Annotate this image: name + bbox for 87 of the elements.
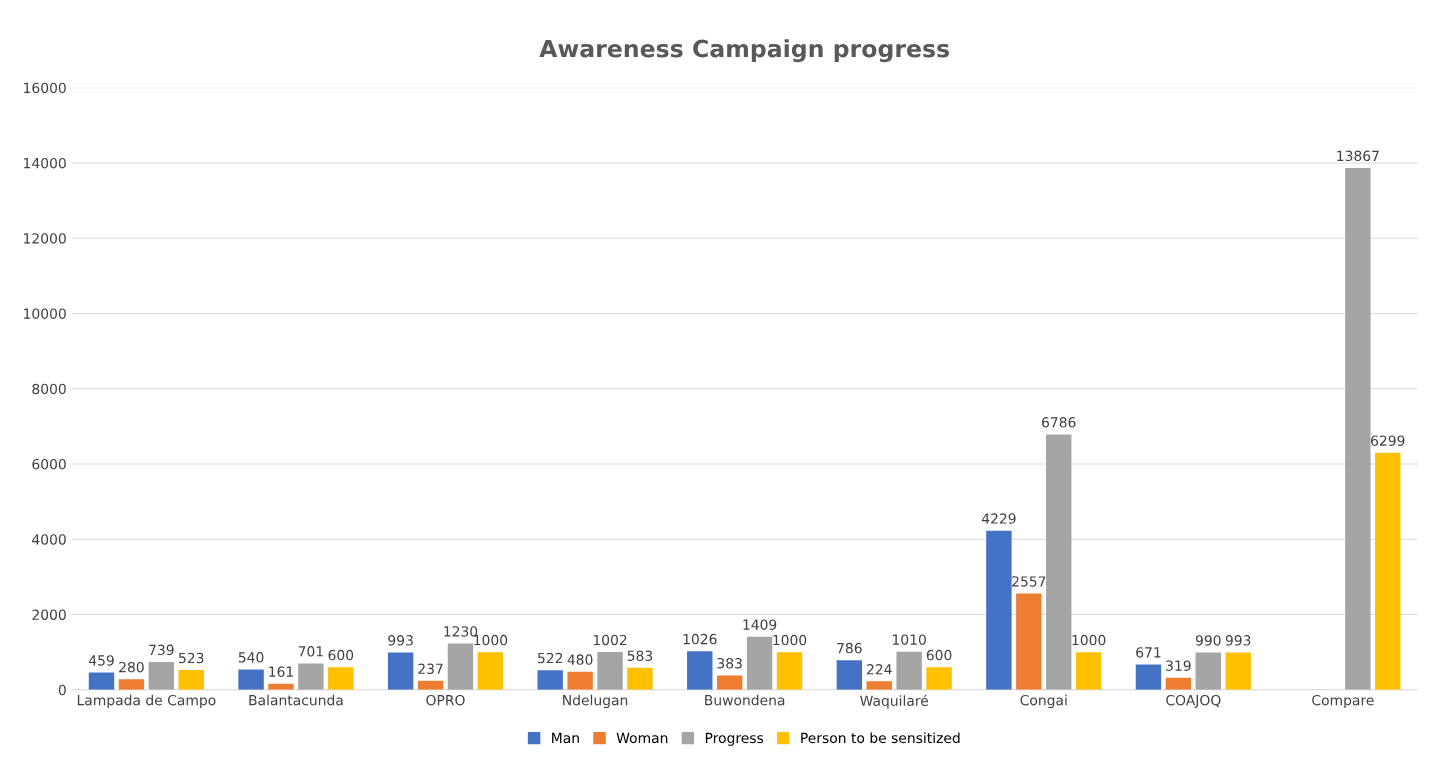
bar: [298, 663, 324, 690]
data-label: 600: [328, 649, 354, 661]
data-label: 224: [867, 664, 892, 675]
data-label: 993: [388, 635, 413, 646]
x-tick-label: Congai: [1020, 694, 1067, 709]
data-label: 383: [717, 658, 742, 669]
data-label: 1409: [743, 619, 777, 630]
y-tick-label: 14000: [24, 157, 66, 169]
bar: [88, 672, 115, 690]
data-label: 13867: [1337, 150, 1379, 162]
bar: [477, 652, 504, 690]
data-label: 459: [88, 655, 114, 666]
legend-label: Woman: [616, 732, 668, 744]
data-label: 993: [1225, 635, 1251, 646]
x-tick-label: COAJOQ: [1166, 694, 1221, 708]
bar: [716, 675, 743, 690]
bar: [746, 636, 773, 690]
data-label: 280: [119, 661, 144, 673]
data-label: 1000: [1072, 634, 1106, 646]
data-label: 6299: [1371, 435, 1405, 446]
data-label: 2557: [1012, 576, 1046, 587]
y-tick-label: 2000: [32, 609, 66, 620]
bar: [776, 652, 803, 690]
y-tick-label: 10000: [24, 308, 66, 319]
data-label: 1000: [773, 634, 807, 646]
bar: [1375, 452, 1401, 690]
bar: [1195, 652, 1221, 690]
y-tick-label: 16000: [24, 82, 66, 94]
bar: [1046, 434, 1072, 690]
data-label: 6786: [1042, 417, 1076, 428]
data-label: 480: [567, 654, 593, 665]
data-label: 1026: [683, 633, 717, 645]
bar: [896, 651, 922, 690]
bar: [387, 652, 414, 690]
y-tick-label: 4000: [32, 534, 66, 545]
y-tick-label: 8000: [32, 383, 66, 395]
y-tick-label: 6000: [32, 458, 66, 470]
bar: [148, 661, 175, 690]
data-label: 1002: [593, 634, 627, 646]
data-label: 600: [926, 649, 952, 661]
bar: [567, 671, 593, 690]
x-tick-label: Balantacunda: [249, 694, 343, 706]
x-tick-label: OPRO: [426, 694, 465, 706]
legend-label: Person to be sensitized: [801, 732, 960, 744]
legend-label: Man: [552, 732, 579, 744]
x-tick-label: Compare: [1312, 694, 1374, 709]
data-label: 540: [238, 652, 264, 663]
x-tick-label: Buwondena: [705, 694, 785, 706]
bar: [627, 667, 653, 690]
bar: [238, 669, 264, 690]
x-tick-label: Ndelugan: [563, 694, 628, 709]
bar: [118, 679, 145, 690]
data-label: 523: [179, 652, 204, 664]
bar: [1225, 652, 1251, 690]
data-label: 583: [627, 650, 653, 661]
chart-title: Awareness Campaign progress: [539, 39, 950, 63]
bar: [1075, 652, 1102, 690]
bar: [597, 652, 623, 690]
bar: [178, 670, 204, 690]
bar: [836, 660, 863, 690]
data-label: 990: [1195, 635, 1221, 646]
data-label: 786: [837, 642, 862, 654]
y-tick-label: 0: [58, 684, 66, 696]
bar: [986, 530, 1012, 690]
data-label: 4229: [981, 513, 1016, 524]
data-label: 319: [1166, 660, 1191, 671]
bar: [926, 667, 952, 690]
bar: [687, 651, 713, 690]
data-label: 1010: [893, 634, 926, 645]
bar: [328, 667, 354, 690]
bar: [866, 681, 892, 690]
y-tick-label: 12000: [24, 233, 66, 244]
bar: [537, 670, 563, 690]
bar: [1135, 664, 1162, 690]
data-label: 671: [1136, 647, 1161, 658]
data-label: 522: [538, 652, 563, 664]
data-label: 237: [418, 663, 443, 675]
x-tick-label: Lampada de Campo: [77, 694, 216, 709]
bar: [447, 643, 474, 690]
data-label: 161: [269, 666, 293, 677]
data-label: 701: [298, 646, 323, 657]
bar: [1016, 593, 1042, 690]
bar: [1165, 677, 1192, 690]
legend-label: Progress: [705, 732, 764, 746]
x-tick-label: Waquilaré: [860, 694, 929, 709]
bar: [1345, 167, 1371, 690]
data-label: 739: [149, 644, 174, 656]
